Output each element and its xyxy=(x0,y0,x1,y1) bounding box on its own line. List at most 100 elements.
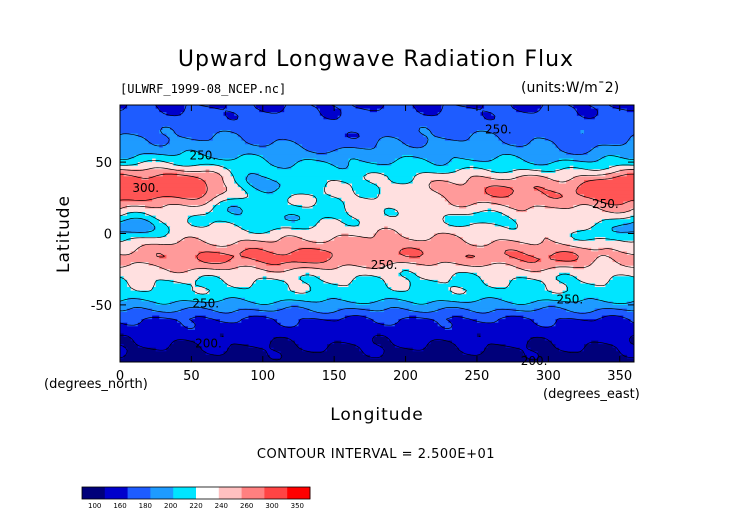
heatmap-cell xyxy=(359,158,396,163)
heatmap-cell xyxy=(266,262,282,267)
heatmap-cell xyxy=(380,190,439,195)
heatmap-cell xyxy=(280,237,303,242)
heatmap-cell xyxy=(348,158,360,163)
heatmap-cell xyxy=(384,351,464,356)
heatmap-cell xyxy=(544,237,549,242)
heatmap-cell xyxy=(120,283,128,288)
heatmap-cell xyxy=(120,129,160,135)
heatmap-cell xyxy=(241,212,350,217)
heatmap-cell xyxy=(451,290,467,295)
heatmap-cell xyxy=(127,297,143,302)
heatmap-cell xyxy=(591,340,599,345)
heatmap-cell xyxy=(523,315,603,320)
heatmap-cell xyxy=(255,187,278,192)
heatmap-cell xyxy=(398,212,474,217)
heatmap-cell xyxy=(559,147,592,152)
heatmap-cell xyxy=(387,226,510,231)
heatmap-cell xyxy=(448,179,467,185)
heatmap-cell xyxy=(230,172,250,177)
heatmap-cell xyxy=(169,140,246,145)
heatmap-cell xyxy=(555,251,574,256)
heatmap-cell xyxy=(341,297,385,302)
heatmap-cell xyxy=(437,279,449,285)
x-tick-label: 350 xyxy=(607,369,632,384)
heatmap-cell xyxy=(362,176,389,181)
heatmap-cell xyxy=(237,154,264,160)
heatmap-cell xyxy=(194,290,210,295)
heatmap-cell xyxy=(609,254,634,260)
heatmap-cell xyxy=(630,215,634,220)
y-axis-label: Latitude xyxy=(54,195,74,273)
heatmap-cell xyxy=(434,133,471,138)
heatmap-cell xyxy=(241,226,282,231)
heatmap-cell xyxy=(120,294,634,299)
heatmap-cell xyxy=(480,333,634,338)
heatmap-cell xyxy=(598,247,614,252)
heatmap-cell xyxy=(480,276,517,281)
heatmap-cell xyxy=(120,215,157,220)
heatmap-cell xyxy=(327,151,567,156)
heatmap-cell xyxy=(462,287,546,292)
heatmap-cell xyxy=(612,226,634,231)
heatmap-cell xyxy=(534,162,549,167)
heatmap-cell xyxy=(198,258,232,263)
heatmap-cell xyxy=(469,308,496,313)
heatmap-cell xyxy=(120,208,214,213)
heatmap-cell xyxy=(516,219,603,224)
y-units-note: (degrees_north) xyxy=(44,377,148,392)
heatmap-cell xyxy=(398,297,482,302)
heatmap-cell xyxy=(455,344,489,349)
heatmap-cell xyxy=(623,315,634,320)
heatmap-cell xyxy=(630,319,634,324)
heatmap-cell xyxy=(127,279,157,285)
heatmap-cell xyxy=(509,226,517,231)
heatmap-cell xyxy=(566,151,589,156)
heatmap-cell xyxy=(409,269,532,274)
heatmap-cell xyxy=(512,169,542,174)
heatmap-cell xyxy=(262,347,275,352)
heatmap-cell xyxy=(516,108,539,113)
heatmap-cell xyxy=(484,187,514,192)
heatmap-cell xyxy=(359,194,378,199)
heatmap-cell xyxy=(491,158,524,163)
heatmap-cell xyxy=(180,322,196,327)
heatmap-cell xyxy=(127,347,157,352)
heatmap-cell xyxy=(323,187,353,192)
heatmap-cell xyxy=(148,219,160,224)
heatmap-cell xyxy=(244,190,267,195)
heatmap-cell xyxy=(359,347,385,352)
heatmap-cell xyxy=(316,201,346,206)
heatmap-cell xyxy=(380,333,478,338)
heatmap-cell xyxy=(273,347,303,352)
heatmap-cell xyxy=(448,287,464,292)
heatmap-cell xyxy=(509,283,546,288)
heatmap-cell xyxy=(391,162,435,167)
heatmap-cell xyxy=(584,115,596,120)
heatmap-cell xyxy=(519,258,542,263)
heatmap-cell xyxy=(377,229,396,235)
heatmap-cell xyxy=(159,265,239,270)
heatmap-cell xyxy=(237,183,253,188)
colorbar-tick-label: 220 xyxy=(189,502,202,510)
heatmap-cell xyxy=(409,237,432,242)
heatmap-cell xyxy=(394,208,489,213)
heatmap-cell xyxy=(309,226,385,231)
heatmap-cell xyxy=(127,283,157,288)
heatmap-cell xyxy=(237,115,325,120)
heatmap-cell xyxy=(391,287,410,292)
heatmap-cell xyxy=(330,251,400,256)
heatmap-cell xyxy=(248,315,267,320)
heatmap-cell xyxy=(212,308,239,313)
heatmap-cell xyxy=(491,208,517,213)
heatmap-cell xyxy=(255,105,285,110)
heatmap-cell xyxy=(584,129,634,135)
heatmap-cell xyxy=(259,172,367,177)
heatmap-cell xyxy=(455,262,492,267)
heatmap-cell xyxy=(623,222,634,227)
heatmap-cell xyxy=(516,265,557,270)
heatmap-cell xyxy=(555,144,599,149)
heatmap-cell xyxy=(416,172,607,177)
heatmap-cell xyxy=(462,315,507,320)
heatmap-cell xyxy=(630,208,634,213)
heatmap-cell xyxy=(491,112,578,117)
